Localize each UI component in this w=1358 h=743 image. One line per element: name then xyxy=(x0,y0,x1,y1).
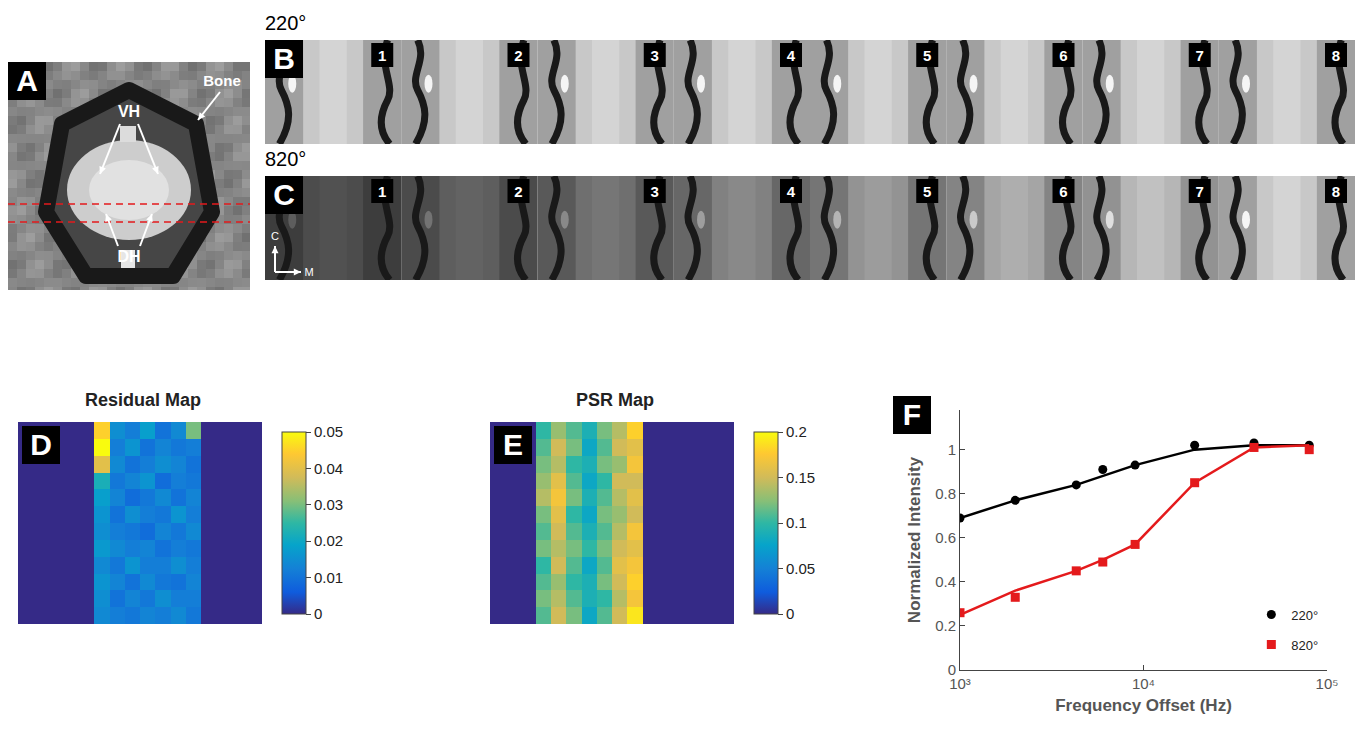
svg-text:0.6: 0.6 xyxy=(935,529,956,546)
svg-text:VH: VH xyxy=(118,103,140,120)
svg-text:8: 8 xyxy=(1332,183,1340,200)
svg-text:Normalized Intensity: Normalized Intensity xyxy=(905,456,924,623)
svg-text:0.04: 0.04 xyxy=(314,460,343,477)
svg-text:1: 1 xyxy=(948,441,956,458)
svg-text:820°: 820° xyxy=(1291,638,1318,653)
html-text:A: A xyxy=(16,64,38,97)
svg-text:2: 2 xyxy=(514,183,522,200)
svg-text:Bone: Bone xyxy=(203,72,241,89)
svg-text:0.03: 0.03 xyxy=(314,496,343,513)
svg-text:2: 2 xyxy=(514,47,522,64)
svg-text:Frequency Offset (Hz): Frequency Offset (Hz) xyxy=(1055,696,1232,715)
svg-text:0.01: 0.01 xyxy=(314,569,343,586)
html-text:B: B xyxy=(273,42,295,75)
html-text:E: E xyxy=(503,428,523,461)
svg-text:0.8: 0.8 xyxy=(935,485,956,502)
svg-text:0.1: 0.1 xyxy=(786,514,807,531)
svg-text:6: 6 xyxy=(1059,47,1067,64)
svg-text:1: 1 xyxy=(378,183,386,200)
html-text:D: D xyxy=(30,428,52,461)
svg-text:10³: 10³ xyxy=(949,675,971,692)
svg-text:8: 8 xyxy=(1332,47,1340,64)
svg-text:6: 6 xyxy=(1059,183,1067,200)
svg-text:0.2: 0.2 xyxy=(935,617,956,634)
svg-text:M: M xyxy=(304,266,313,278)
svg-text:0.4: 0.4 xyxy=(935,573,956,590)
svg-text:PSR Map: PSR Map xyxy=(576,390,654,410)
svg-text:0.05: 0.05 xyxy=(786,560,815,577)
svg-text:0.15: 0.15 xyxy=(786,469,815,486)
svg-text:7: 7 xyxy=(1196,183,1204,200)
svg-text:0: 0 xyxy=(786,605,794,622)
svg-text:4: 4 xyxy=(787,47,796,64)
svg-text:DH: DH xyxy=(117,248,140,265)
svg-text:7: 7 xyxy=(1196,47,1204,64)
svg-text:1: 1 xyxy=(378,47,386,64)
svg-text:0.02: 0.02 xyxy=(314,532,343,549)
html-text:C: C xyxy=(273,178,295,211)
svg-text:3: 3 xyxy=(651,183,659,200)
svg-text:220°: 220° xyxy=(1291,608,1318,623)
svg-text:5: 5 xyxy=(923,47,931,64)
html-text:820°: 820° xyxy=(265,148,307,170)
html-text:F: F xyxy=(902,398,922,431)
svg-text:10⁵: 10⁵ xyxy=(1316,675,1339,692)
svg-text:5: 5 xyxy=(923,183,931,200)
svg-text:C: C xyxy=(271,230,279,242)
svg-text:0: 0 xyxy=(948,661,956,678)
svg-text:0.2: 0.2 xyxy=(786,423,807,440)
html-text:220°: 220° xyxy=(265,12,307,34)
svg-text:0.05: 0.05 xyxy=(314,423,343,440)
svg-text:3: 3 xyxy=(651,47,659,64)
svg-text:10⁴: 10⁴ xyxy=(1132,675,1155,692)
svg-text:Residual Map: Residual Map xyxy=(85,390,201,410)
svg-text:0: 0 xyxy=(314,605,322,622)
svg-text:4: 4 xyxy=(787,183,796,200)
